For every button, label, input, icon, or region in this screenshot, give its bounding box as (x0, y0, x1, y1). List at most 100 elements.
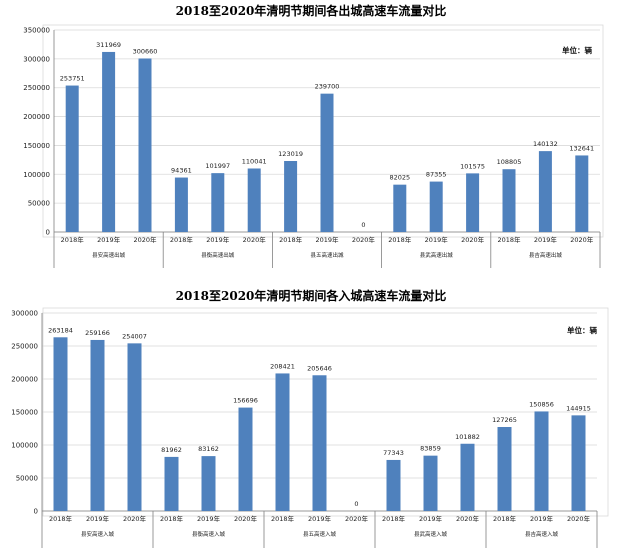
data-label: 300660 (133, 47, 158, 55)
bar (423, 455, 438, 511)
data-label: 83162 (198, 445, 219, 453)
group-label: 县安高速出城 (92, 251, 126, 259)
data-label: 156696 (233, 397, 258, 405)
data-label: 0 (354, 500, 358, 508)
bar (164, 456, 179, 511)
bar (497, 427, 512, 511)
data-label: 259166 (85, 329, 110, 337)
y-tick-label: 150000 (11, 409, 38, 417)
x-tick-label: 2019年 (197, 514, 221, 523)
bar (201, 456, 216, 511)
bar (320, 93, 334, 232)
bar (138, 58, 152, 232)
y-tick-label: 200000 (23, 113, 50, 121)
data-label: 208421 (270, 362, 295, 370)
data-label: 140132 (533, 140, 558, 148)
bar (575, 155, 589, 232)
group-label: 县衡高速出城 (201, 251, 235, 259)
chart-1-unit-label: 单位：辆 (562, 45, 592, 55)
bar (538, 151, 552, 232)
data-label: 123019 (278, 150, 303, 158)
x-tick-label: 2019年 (97, 235, 121, 244)
bar (386, 459, 401, 511)
x-tick-label: 2020年 (133, 235, 157, 244)
x-tick-label: 2020年 (234, 514, 258, 523)
group-label: 县武高速出城 (420, 251, 454, 259)
data-label: 132641 (569, 144, 594, 152)
x-tick-label: 2018年 (388, 235, 412, 244)
x-tick-label: 2018年 (382, 514, 406, 523)
group-label: 县衡高速入城 (192, 530, 226, 538)
x-tick-label: 2018年 (170, 235, 194, 244)
data-label: 82025 (389, 174, 410, 182)
x-tick-label: 2019年 (315, 235, 339, 244)
y-tick-label: 50000 (28, 200, 50, 208)
chart-2-unit-label: 单位：辆 (567, 325, 597, 335)
bar (247, 168, 261, 232)
x-tick-label: 2020年 (352, 235, 376, 244)
x-tick-label: 2019年 (534, 235, 558, 244)
bar (460, 443, 475, 511)
bar (502, 169, 516, 232)
x-tick-label: 2018年 (271, 514, 295, 523)
data-label: 0 (361, 221, 365, 229)
bar (571, 415, 586, 511)
x-tick-label: 2020年 (567, 514, 591, 523)
data-label: 110041 (242, 157, 267, 165)
bar (53, 337, 68, 511)
y-tick-label: 350000 (23, 27, 50, 35)
bar (275, 373, 290, 511)
bar (211, 173, 225, 232)
bar (90, 339, 105, 511)
x-tick-label: 2019年 (425, 235, 449, 244)
data-label: 144915 (566, 404, 591, 412)
group-label: 县武高速入城 (414, 530, 448, 538)
bar (174, 177, 188, 232)
y-tick-label: 100000 (11, 442, 38, 450)
bar (238, 407, 253, 511)
x-tick-label: 2018年 (279, 235, 303, 244)
x-tick-label: 2018年 (49, 514, 73, 523)
bar (284, 161, 298, 232)
data-label: 205646 (307, 364, 332, 372)
chart-1: 0 50000 100000 150000 200000 250000 300000 3500… (23, 27, 601, 268)
x-tick-label: 2020年 (456, 514, 480, 523)
bar (102, 51, 116, 232)
x-tick-label: 2018年 (497, 235, 521, 244)
bar (127, 343, 142, 511)
bar (429, 181, 443, 232)
y-tick-label: 50000 (16, 475, 38, 483)
x-tick-label: 2020年 (345, 514, 369, 523)
x-tick-label: 2019年 (419, 514, 443, 523)
data-label: 81962 (161, 446, 182, 454)
chart-1-title: 2018至2020年清明节期间各出城高速车流量对比 (176, 3, 447, 18)
bar (466, 173, 480, 232)
group-label: 县五高速入城 (303, 530, 337, 538)
y-tick-label: 150000 (23, 142, 50, 150)
y-tick-label: 250000 (11, 343, 38, 351)
data-label: 254007 (122, 332, 147, 340)
group-label: 县吉高速出城 (529, 251, 563, 259)
bar (534, 411, 549, 511)
x-tick-label: 2020年 (123, 514, 147, 523)
chart-2: 0 50000 100000 150000 200000 250000 300000 2631… (11, 310, 598, 548)
y-tick-label: 300000 (23, 55, 50, 63)
x-tick-label: 2019年 (86, 514, 110, 523)
data-label: 263184 (48, 326, 73, 334)
data-label: 101575 (460, 162, 485, 170)
y-tick-label: 200000 (11, 376, 38, 384)
data-label: 150856 (529, 400, 554, 408)
data-label: 311969 (96, 41, 121, 49)
y-tick-label: 0 (34, 508, 38, 516)
data-label: 253751 (60, 75, 85, 83)
y-tick-label: 300000 (11, 310, 38, 318)
y-tick-label: 100000 (23, 171, 50, 179)
data-label: 77343 (383, 449, 404, 457)
bar (312, 375, 327, 511)
group-label: 县安高速入城 (81, 530, 115, 538)
data-label: 239700 (315, 83, 340, 91)
data-label: 127265 (492, 416, 517, 424)
data-label: 108805 (497, 158, 522, 166)
group-label: 县五高速出城 (310, 251, 344, 259)
